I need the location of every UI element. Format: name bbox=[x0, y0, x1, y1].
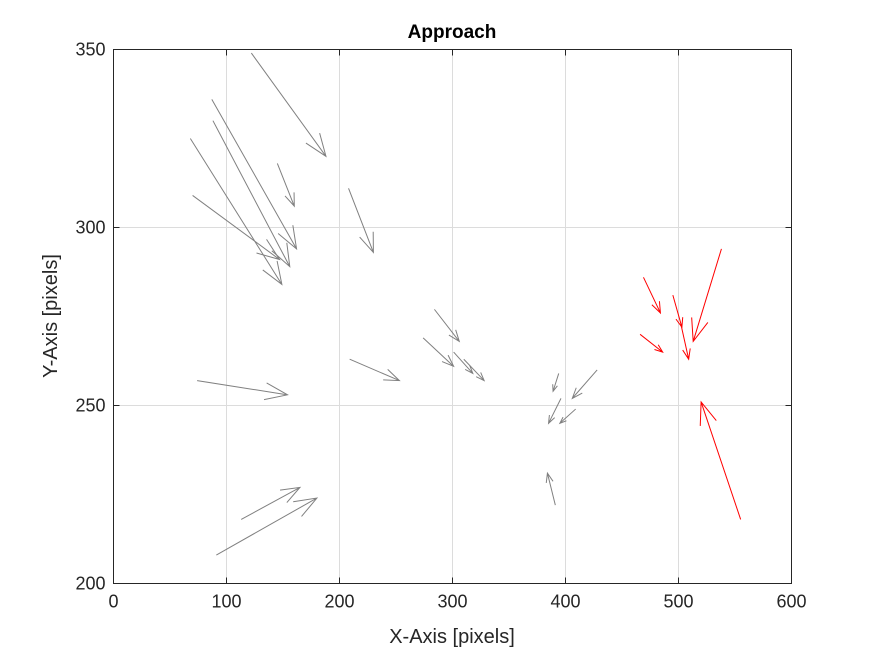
arrow-shape bbox=[558, 408, 577, 425]
arrow-shape bbox=[189, 138, 283, 286]
quiver-arrow bbox=[349, 358, 401, 382]
arrow-shape bbox=[434, 309, 461, 343]
quiver-arrow bbox=[192, 195, 281, 261]
grid-lines bbox=[113, 49, 792, 584]
quiver-arrow bbox=[211, 99, 298, 251]
arrow-shape bbox=[276, 163, 295, 208]
arrow-shape bbox=[240, 486, 302, 520]
arrow-shape bbox=[216, 497, 319, 556]
quiver-arrow bbox=[552, 373, 560, 393]
quiver-arrow bbox=[643, 277, 662, 315]
arrow-shape bbox=[348, 188, 374, 254]
arrow-shape bbox=[691, 248, 722, 343]
quiver-arrow bbox=[463, 358, 486, 382]
arrow-shape bbox=[422, 337, 455, 368]
arrow-shape bbox=[197, 380, 289, 401]
y-tick-label: 250 bbox=[75, 396, 105, 416]
arrow-field bbox=[189, 52, 742, 556]
x-tick-label: 300 bbox=[437, 592, 467, 612]
quiver-arrow bbox=[639, 333, 664, 353]
arrow-shape bbox=[680, 323, 691, 361]
quiver-arrow bbox=[240, 486, 302, 520]
arrow-shape bbox=[545, 471, 556, 506]
y-tick-label: 350 bbox=[75, 40, 105, 60]
quiver-arrow bbox=[197, 380, 289, 401]
quiver-arrow bbox=[547, 398, 562, 425]
quiver-arrow bbox=[189, 138, 283, 286]
x-tick-label: 600 bbox=[776, 592, 806, 612]
y-axis-label: Y-Axis [pixels] bbox=[40, 254, 62, 378]
quiver-arrow bbox=[691, 248, 722, 343]
quiver-arrow bbox=[276, 163, 295, 208]
arrow-shape bbox=[250, 52, 327, 158]
x-axis-label: X-Axis [pixels] bbox=[389, 626, 515, 648]
x-tick-label: 0 bbox=[108, 592, 118, 612]
arrow-shape bbox=[192, 195, 281, 261]
arrow-shape bbox=[211, 99, 298, 251]
arrow-shape bbox=[643, 277, 662, 315]
quiver-arrow bbox=[250, 52, 327, 158]
quiver-arrow bbox=[672, 295, 684, 329]
quiver-arrow bbox=[545, 471, 556, 506]
axis-ticks: 0 100 200 300 400 500 600 200 250 300 350 bbox=[75, 40, 806, 612]
x-tick-label: 500 bbox=[663, 592, 693, 612]
y-tick-label: 300 bbox=[75, 218, 105, 238]
arrow-shape bbox=[453, 351, 474, 375]
quiver-arrow bbox=[680, 323, 691, 361]
arrow-shape bbox=[463, 358, 486, 382]
x-tick-label: 400 bbox=[550, 592, 580, 612]
arrow-shape bbox=[571, 369, 598, 400]
quiver-arrow bbox=[348, 188, 374, 254]
x-tick-label: 200 bbox=[324, 592, 354, 612]
quiver-arrow bbox=[571, 369, 598, 400]
arrow-shape bbox=[547, 398, 562, 425]
quiver-arrow bbox=[558, 408, 577, 425]
arrow-shape bbox=[552, 373, 560, 393]
y-tick-label: 200 bbox=[75, 574, 105, 594]
quiver-arrow bbox=[434, 309, 461, 343]
arrow-shape bbox=[349, 358, 401, 382]
arrow-shape bbox=[672, 295, 684, 329]
quiver-arrow bbox=[453, 351, 474, 375]
quiver-arrow bbox=[699, 400, 742, 520]
quiver-arrow bbox=[422, 337, 455, 368]
arrow-shape bbox=[699, 400, 742, 520]
arrow-shape bbox=[639, 333, 664, 353]
quiver-arrow bbox=[216, 497, 319, 556]
chart-title: Approach bbox=[408, 22, 497, 43]
x-tick-label: 100 bbox=[211, 592, 241, 612]
